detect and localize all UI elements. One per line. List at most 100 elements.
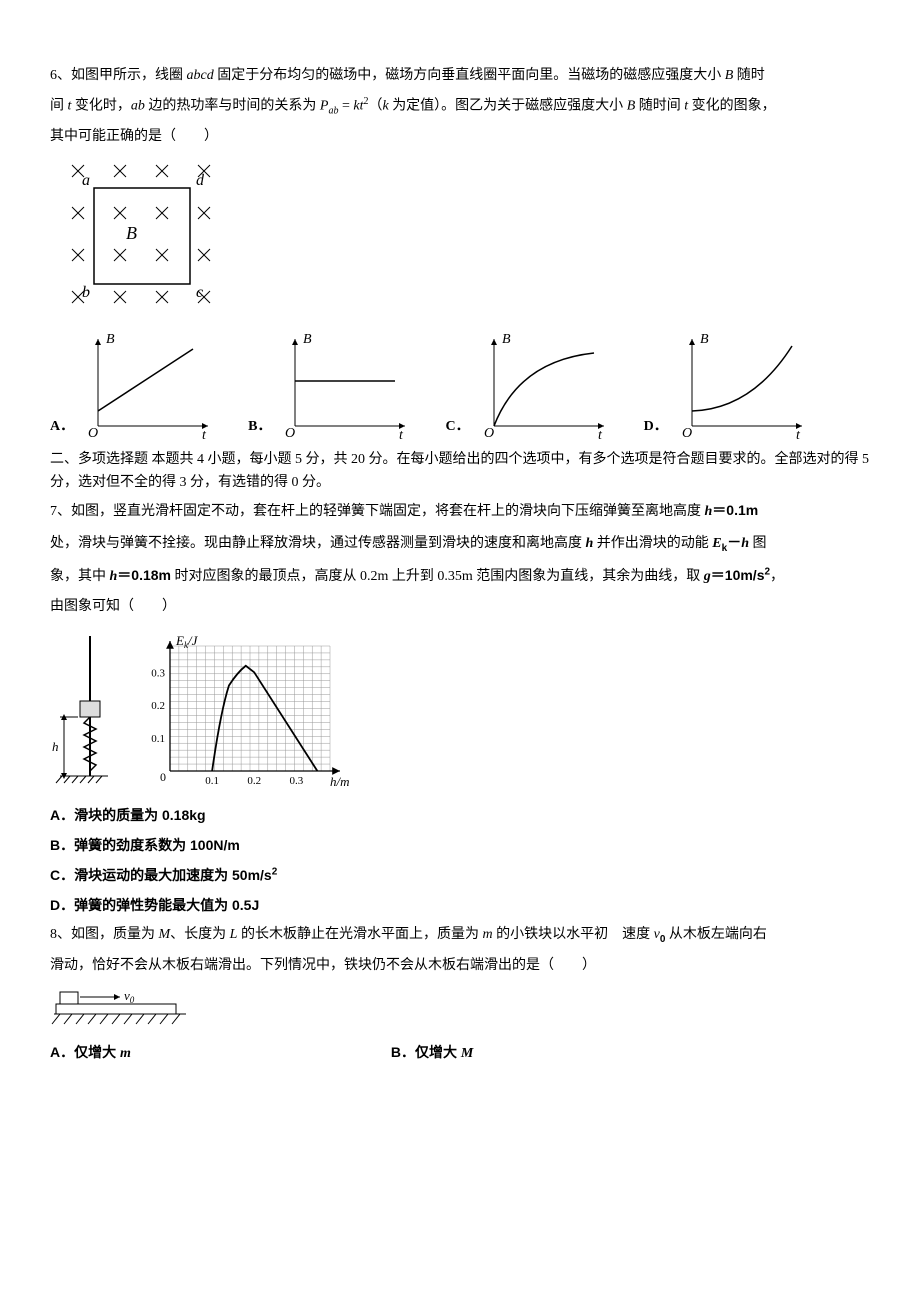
q6-options-row: A． B t O B． B t O C． B t O [50,331,870,441]
q6-opt-A: A． B t O [50,331,218,441]
q7-text: 7、如图，竖直光滑杆固定不动，套在杆上的轻弹簧下端固定，将套在杆上的滑块向下压缩… [50,504,705,519]
q6-line3: 其中可能正确的是（ ） [50,123,870,151]
section2-header: 二、多项选择题 本题共 4 小题，每小题 5 分，共 20 分。在每小题给出的四… [50,449,870,494]
q6-B: B [627,99,636,114]
q6-text: 变化的图象， [688,99,776,114]
q8-opt-B-text: B．仅增大 [391,1044,461,1060]
graph-C: B t O [474,331,614,441]
q7-g: g [704,569,711,584]
graph-A: B t O [78,331,218,441]
q8-text: 的小铁块以水平初 速度 [493,927,654,942]
q6-opt-C: C． B t O [445,331,613,441]
q8-opt-A-text: A．仅增大 [50,1044,120,1060]
opt-label-A: A． [50,413,74,441]
q7-val: ＝10m/s [711,567,765,583]
q7-h: h [741,536,749,551]
q8-text: 的长木板静止在光滑水平面上，质量为 [237,927,482,942]
svg-text:t: t [796,428,801,441]
opt-label-B: B． [248,413,271,441]
q7-text: 处，滑块与弹簧不拴接。现由静止释放滑块，通过传感器测量到滑块的速度和离地高度 [50,536,586,551]
svg-text:c: c [196,284,203,301]
q6-text: 随时间 [635,99,684,114]
q7-text: 并作出滑块的动能 [593,536,712,551]
q7-line2: 处，滑块与弹簧不拴接。现由静止释放滑块，通过传感器测量到滑块的速度和离地高度 h… [50,528,870,559]
graph-B: B t O [275,331,415,441]
svg-text:O: O [285,426,295,441]
q8-opt-A: A．仅增大 m [50,1038,131,1068]
q6-eq: = [338,99,353,114]
q7-text: 时对应图象的最顶点，高度从 0.2m 上升到 0.35m 范围内图象为直线，其余… [171,569,704,584]
svg-text:a: a [82,172,90,189]
q7-text: 象，其中 [50,569,110,584]
q7-dash: － [727,534,741,550]
q6-opt-D: D． B t O [644,331,812,441]
q7-Ek: E [712,536,721,551]
q7-opt-C-text: C．滑块运动的最大加速度为 50m/s [50,867,272,883]
svg-text:B: B [126,223,137,243]
q7-text: ， [770,569,784,584]
svg-text:0: 0 [160,770,166,784]
q7-opt-A: A．滑块的质量为 0.18kg [50,801,870,829]
svg-text:B: B [502,332,511,347]
svg-text:h: h [52,739,59,754]
q7-chart: Ek/J h/m 0 0.1 0.2 0.3 0.1 0.2 0.3 [130,631,350,791]
q6-text: 边的热功率与时间的关系为 [145,99,320,114]
q8-opt-B: B．仅增大 M [391,1038,473,1068]
q6-text: 随时 [733,68,765,83]
q7-opt-D: D．弹簧的弹性势能最大值为 0.5J [50,891,870,919]
q8-figure: v0 [50,982,870,1032]
svg-text:0.3: 0.3 [289,775,303,787]
q8-text: 从木板左端向右 [665,927,767,942]
q7-opt-C: C．滑块运动的最大加速度为 50m/s2 [50,861,870,889]
svg-text:0.1: 0.1 [151,733,165,745]
svg-text:d: d [196,172,205,189]
graph-D: B t O [672,331,812,441]
svg-text:h/m: h/m [330,774,350,789]
q6-text: （ [368,99,382,114]
q8-M: M [159,927,171,942]
q8-m: m [482,927,492,942]
q7-val: ＝0.18m [117,567,171,583]
svg-text:B: B [303,332,312,347]
q6-B: B [725,68,734,83]
q6-text: 固定于分布均匀的磁场中，磁场方向垂直线圈平面向里。当磁场的磁感应强度大小 [214,68,725,83]
svg-text:t: t [202,428,207,441]
svg-text:b: b [82,284,90,301]
q7-figure-row: h Ek/J h/m 0 0.1 0.2 0.3 0.1 0.2 0.3 [50,631,870,791]
q6-text: 6、如图甲所示，线圈 [50,68,187,83]
q6-kt: kt [353,99,363,114]
q7-apparatus: h [50,631,110,791]
q6-ab: ab [131,99,145,114]
q8-text: 8、如图，质量为 [50,927,159,942]
q8-line2: 滑动，恰好不会从木板右端滑出。下列情况中，铁块仍不会从木板右端滑出的是（ ） [50,952,870,980]
svg-text:B: B [700,332,709,347]
svg-text:O: O [682,426,692,441]
q6-line1: 6、如图甲所示，线圈 abcd 固定于分布均匀的磁场中，磁场方向垂直线圈平面向里… [50,62,870,90]
svg-text:0.2: 0.2 [247,775,261,787]
q7-opt-B: B．弹簧的劲度系数为 100N/m [50,831,870,859]
q7-val: ＝0.1m [712,502,758,518]
q7-opt-C-sup: 2 [272,866,278,877]
svg-text:0.1: 0.1 [205,775,219,787]
q7-line3: 象，其中 h＝0.18m 时对应图象的最顶点，高度从 0.2m 上升到 0.35… [50,561,870,591]
q8-text: 、长度为 [170,927,230,942]
q8-opt-B-var: M [461,1046,473,1061]
q8-options-row: A．仅增大 m B．仅增大 M [50,1038,870,1068]
q6-abcd: abcd [187,68,214,83]
q6-text: 为定值）。图乙为关于磁感应强度大小 [389,99,627,114]
q6-circuit: a d b c B [50,153,870,323]
svg-text:B: B [106,332,115,347]
opt-label-C: C． [445,413,469,441]
q6-opt-B: B． B t O [248,331,415,441]
svg-text:0.3: 0.3 [151,667,165,679]
svg-text:Ek/J: Ek/J [175,633,199,650]
opt-label-D: D． [644,413,668,441]
svg-text:v0: v0 [124,988,135,1005]
svg-text:t: t [399,428,404,441]
svg-text:O: O [88,426,98,441]
q6-text: 间 [50,99,68,114]
svg-text:t: t [598,428,603,441]
svg-text:O: O [484,426,494,441]
q6-Psub: ab [328,105,338,116]
svg-text:0.2: 0.2 [151,700,165,712]
